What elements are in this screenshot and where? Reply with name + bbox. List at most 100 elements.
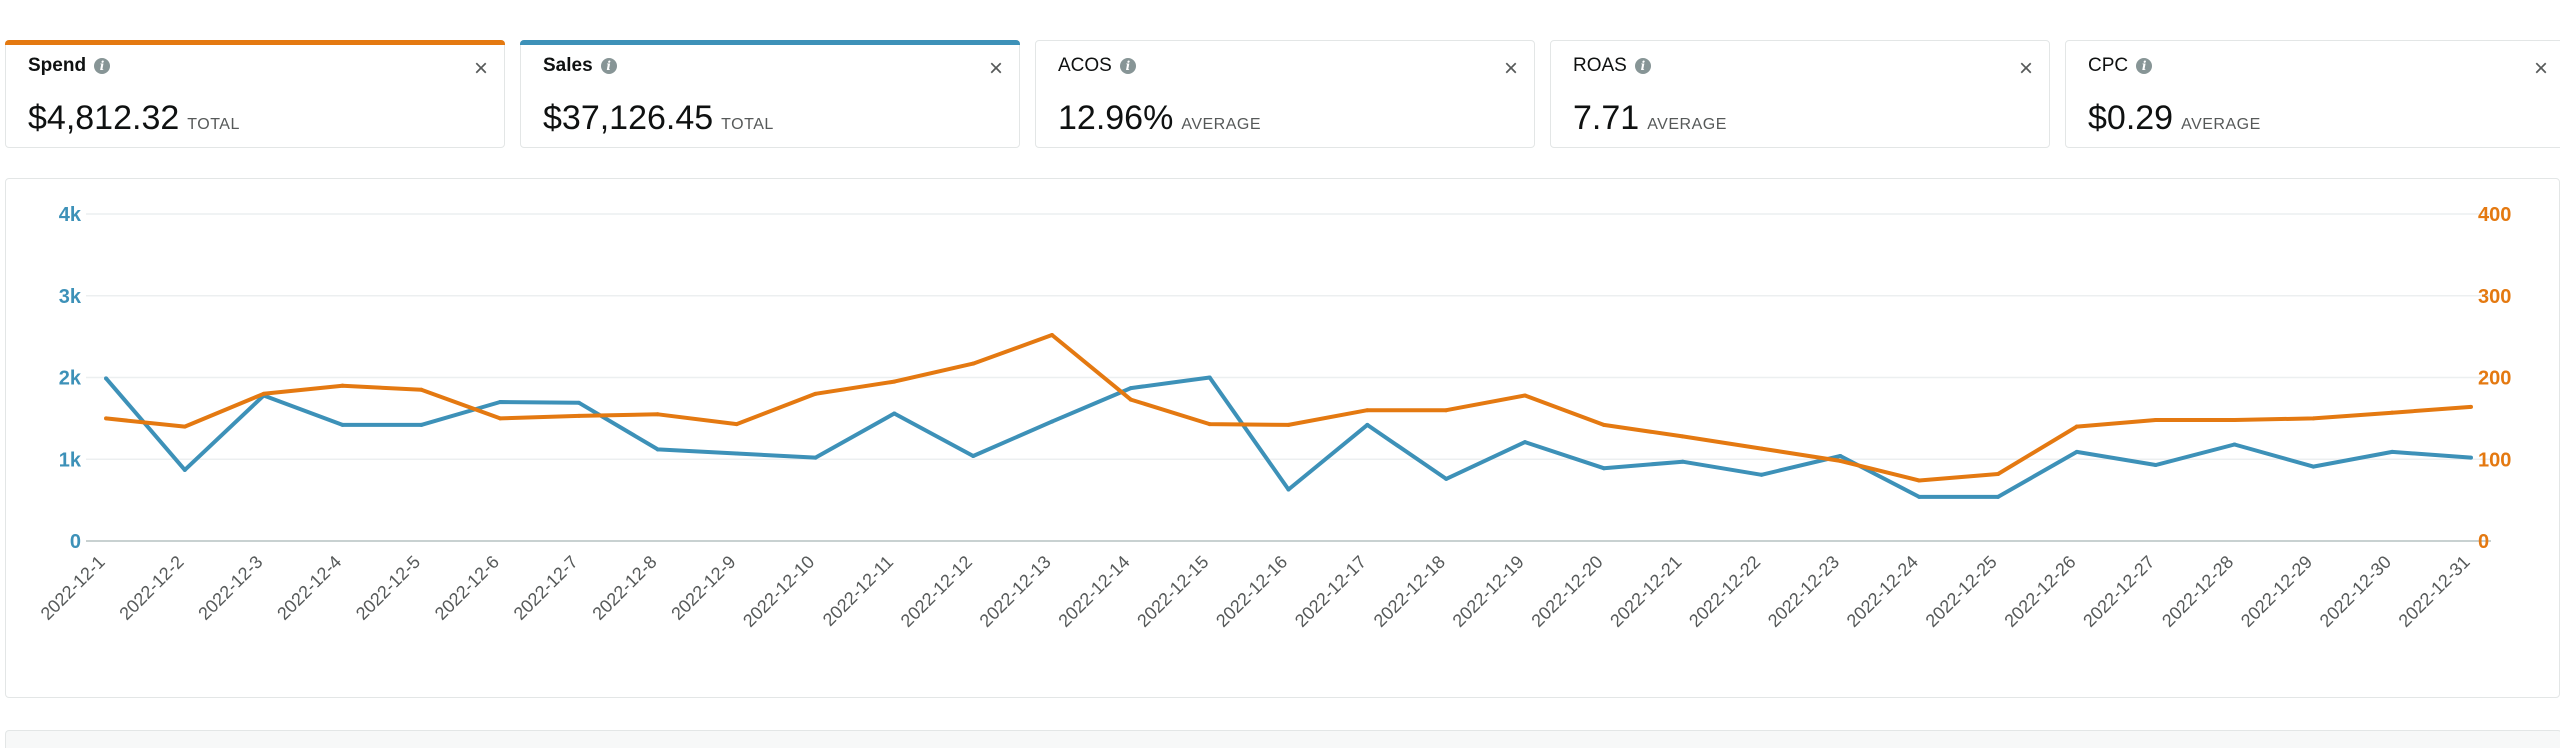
x-tick-label: 2022-12-5 — [352, 552, 424, 624]
y-left-tick-label: 1k — [59, 449, 82, 471]
metric-aggregation-label: TOTAL — [721, 116, 774, 133]
data-point-spend — [104, 416, 108, 421]
close-icon[interactable]: × — [1503, 55, 1518, 82]
x-tick-label: 2022-12-15 — [1133, 552, 1212, 631]
data-point-spend — [2074, 424, 2079, 429]
y-right-tick-label: 100 — [2478, 449, 2511, 471]
info-icon[interactable]: i — [94, 58, 111, 74]
data-point-spend — [1286, 422, 1291, 427]
metric-title-label: Spend — [28, 55, 87, 76]
x-tick-label: 2022-12-2 — [115, 552, 187, 624]
x-tick-label: 2022-12-11 — [819, 552, 897, 630]
data-point-spend — [1917, 478, 1922, 483]
data-point-spend — [1050, 332, 1054, 337]
data-point-sales — [340, 422, 345, 427]
metric-value: $0.29 AVERAGE — [2088, 99, 2261, 138]
data-point-sales — [1601, 466, 1606, 471]
data-point-spend — [182, 424, 187, 429]
y-right-tick-label: 300 — [2478, 286, 2511, 308]
data-point-sales — [1444, 476, 1449, 481]
metric-card-title: ROAS i — [1573, 55, 1651, 77]
metric-title-label: Sales — [543, 55, 593, 76]
series-line-sales — [104, 375, 2472, 499]
lower-panel-edge — [5, 730, 2560, 748]
y-left-tick-label: 0 — [70, 531, 81, 553]
close-icon[interactable]: × — [2018, 55, 2033, 82]
x-tick-label: 2022-12-6 — [431, 552, 503, 624]
data-point-sales — [577, 400, 581, 405]
x-tick-label: 2022-12-26 — [2000, 552, 2079, 631]
metric-card-roas[interactable]: ROAS i × 7.71 AVERAGE — [1550, 40, 2050, 148]
data-point-spend — [2469, 404, 2473, 409]
y-right-tick-label: 200 — [2478, 368, 2511, 390]
x-tick-label: 2022-12-31 — [2395, 552, 2474, 631]
metric-value-number: $0.29 — [2088, 99, 2174, 137]
metric-card-title: CPC i — [2088, 55, 2153, 77]
metric-title-label: ACOS — [1058, 55, 1112, 76]
metric-card-title: ACOS i — [1058, 55, 1136, 77]
info-icon[interactable]: i — [1119, 58, 1136, 74]
close-icon[interactable]: × — [988, 55, 1003, 82]
x-tick-label: 2022-12-13 — [976, 552, 1055, 631]
close-icon[interactable]: × — [473, 55, 488, 82]
metric-card-sales[interactable]: Sales i × $37,126.45 TOTAL — [520, 40, 1020, 148]
metric-card-cpc[interactable]: CPC i × $0.29 AVERAGE — [2065, 40, 2560, 148]
y-right-tick-label: 0 — [2478, 531, 2489, 553]
data-point-spend — [2390, 410, 2395, 415]
metric-card-sales-indicator — [520, 40, 1020, 45]
y-left-tick-label: 2k — [59, 368, 82, 390]
data-point-sales — [419, 422, 424, 427]
data-point-spend — [1759, 446, 1764, 451]
data-point-sales — [1128, 386, 1133, 391]
data-point-sales — [971, 453, 976, 458]
data-point-sales — [2153, 462, 2158, 467]
data-point-spend — [2311, 416, 2316, 421]
x-tick-label: 2022-12-23 — [1764, 552, 1843, 631]
info-icon[interactable]: i — [2136, 58, 2153, 74]
data-point-sales — [1050, 419, 1054, 424]
y-left-tick-label: 3k — [59, 286, 82, 308]
data-point-sales — [1365, 422, 1370, 427]
x-tick-label: 2022-12-19 — [1449, 552, 1528, 631]
x-tick-label: 2022-12-16 — [1212, 552, 1291, 631]
metric-card-acos[interactable]: ACOS i × 12.96% AVERAGE — [1035, 40, 1535, 148]
metric-aggregation-label: AVERAGE — [2181, 116, 2261, 133]
data-point-sales — [1838, 453, 1843, 458]
x-tick-label: 2022-12-3 — [194, 552, 266, 624]
metric-card-title: Spend i — [28, 55, 111, 77]
metric-value-number: 7.71 — [1573, 99, 1640, 137]
data-point-spend — [813, 391, 818, 396]
data-point-sales — [1286, 487, 1291, 492]
metric-value-number: $4,812.32 — [28, 99, 180, 137]
x-tick-label: 2022-12-9 — [667, 552, 739, 624]
data-point-sales — [1523, 440, 1527, 445]
y-left-tick-label: 4k — [59, 204, 82, 226]
data-point-spend — [2232, 418, 2237, 423]
metric-aggregation-label: TOTAL — [187, 116, 240, 133]
x-tick-label: 2022-12-7 — [510, 552, 582, 624]
y-right-tick-label: 400 — [2478, 204, 2511, 226]
metric-card-spend[interactable]: Spend i × $4,812.32 TOTAL — [5, 40, 505, 148]
data-point-sales — [182, 467, 187, 472]
info-icon[interactable]: i — [1634, 58, 1651, 74]
data-point-sales — [1759, 472, 1764, 477]
data-point-spend — [1207, 422, 1212, 427]
metric-value-number: $37,126.45 — [543, 99, 714, 137]
metric-value-number: 12.96% — [1058, 99, 1174, 137]
performance-chart-panel: 0 1k 2k 3k 4k 0 100 200 300 400 2022-12-1 2022-12-2… — [5, 178, 2560, 698]
data-point-spend — [577, 413, 581, 418]
metric-cards: Spend i × $4,812.32 TOTAL Sales i × $37,126.45 TO… — [5, 40, 2560, 152]
data-point-spend — [1680, 434, 1685, 439]
x-tick-label: 2022-12-30 — [2316, 552, 2395, 631]
close-icon[interactable]: × — [2533, 55, 2548, 82]
x-tick-label: 2022-12-10 — [739, 552, 818, 631]
info-icon[interactable]: i — [600, 58, 617, 74]
x-tick-label: 2022-12-21 — [1606, 552, 1685, 631]
metric-card-title: Sales i — [543, 55, 617, 77]
data-point-sales — [1996, 494, 2000, 499]
x-tick-label: 2022-12-24 — [1843, 552, 1922, 631]
data-point-spend — [498, 416, 503, 421]
x-tick-label: 2022-12-28 — [2158, 552, 2237, 631]
x-tick-label: 2022-12-8 — [588, 552, 660, 624]
data-point-sales — [104, 376, 108, 381]
